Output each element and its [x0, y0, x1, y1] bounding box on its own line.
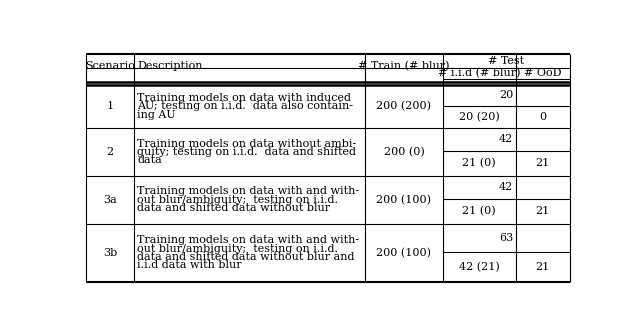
Text: 63: 63 [499, 233, 513, 242]
Text: Description: Description [138, 62, 203, 71]
Text: # i.i.d (# blur): # i.i.d (# blur) [438, 68, 520, 79]
Text: # Train (# blur): # Train (# blur) [358, 61, 450, 72]
Text: 200 (100): 200 (100) [376, 248, 431, 258]
Text: Training models on data with and with-: Training models on data with and with- [138, 235, 360, 245]
Text: 42 (21): 42 (21) [459, 262, 499, 272]
Text: # OoD: # OoD [524, 68, 561, 78]
Text: 2: 2 [107, 147, 114, 157]
Text: ing AU: ing AU [138, 110, 176, 120]
Text: 200 (200): 200 (200) [376, 101, 431, 112]
Text: Training models on data with and with-: Training models on data with and with- [138, 186, 360, 196]
Text: 1: 1 [107, 101, 114, 112]
Text: 21: 21 [536, 206, 550, 216]
Text: # Test: # Test [488, 56, 524, 66]
Text: data and shifted data without blur and: data and shifted data without blur and [138, 252, 355, 262]
Text: guity; testing on i.i.d.  data and shifted: guity; testing on i.i.d. data and shifte… [138, 147, 356, 157]
Text: i.i.d data with blur: i.i.d data with blur [138, 260, 242, 270]
Text: 20 (20): 20 (20) [459, 112, 499, 122]
Text: 21 (0): 21 (0) [462, 206, 496, 216]
Text: 21 (0): 21 (0) [462, 158, 496, 168]
Text: out blur/ambiguity;  testing on i.i.d.: out blur/ambiguity; testing on i.i.d. [138, 243, 339, 254]
Text: 21: 21 [536, 262, 550, 272]
Text: Training models on data without ambi-: Training models on data without ambi- [138, 139, 356, 149]
Text: 20: 20 [499, 90, 513, 100]
Text: 200 (100): 200 (100) [376, 194, 431, 205]
Text: Scenario: Scenario [85, 62, 135, 71]
Text: 42: 42 [499, 182, 513, 192]
Text: Training models on data with induced: Training models on data with induced [138, 93, 351, 103]
Text: data and shifted data without blur: data and shifted data without blur [138, 203, 330, 213]
Text: 42: 42 [499, 135, 513, 144]
Text: data: data [138, 155, 162, 165]
Text: 3a: 3a [103, 195, 117, 205]
Text: out blur/ambiguity;  testing on i.i.d.: out blur/ambiguity; testing on i.i.d. [138, 195, 339, 205]
Text: 200 (0): 200 (0) [383, 147, 424, 157]
Text: AU; testing on i.i.d.  data also contain-: AU; testing on i.i.d. data also contain- [138, 101, 353, 112]
Text: 3b: 3b [103, 248, 117, 258]
Text: 0: 0 [539, 112, 546, 122]
Text: 21: 21 [536, 158, 550, 168]
